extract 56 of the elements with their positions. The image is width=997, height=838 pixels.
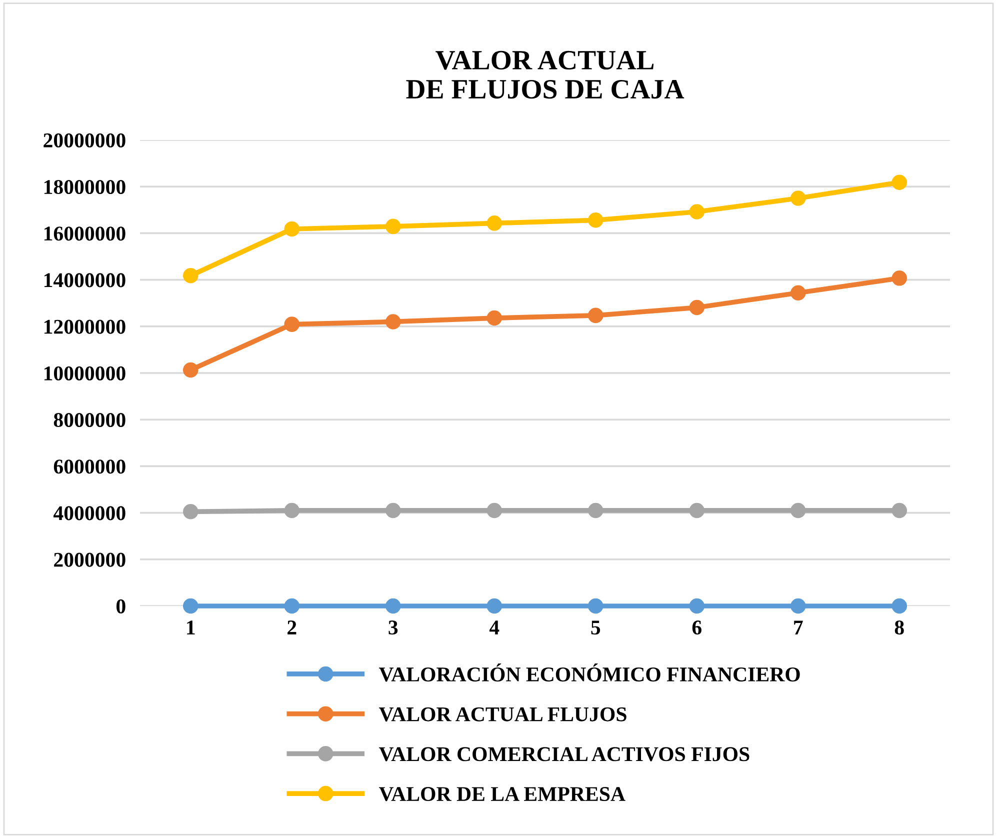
point	[689, 204, 705, 220]
y-tick-label: 12000000	[44, 320, 126, 334]
x-tick-label: 2	[288, 620, 296, 634]
point	[892, 174, 908, 190]
point	[486, 216, 502, 231]
point	[588, 212, 604, 228]
legend-label: VALOR ACTUAL FLUJOS	[378, 707, 626, 722]
point	[385, 502, 401, 518]
point	[182, 362, 198, 378]
y-tick-label: 2000000	[54, 552, 126, 567]
point	[689, 300, 705, 316]
point	[790, 598, 806, 614]
point	[182, 504, 198, 520]
point	[689, 598, 705, 614]
y-tick-label: 20000000	[44, 133, 126, 148]
point	[486, 598, 502, 614]
point	[284, 502, 300, 518]
point	[689, 502, 705, 518]
point	[892, 598, 908, 614]
legend-label: VALORACIÓN ECONÓMICO FINANCIERO	[378, 663, 800, 682]
point	[385, 218, 401, 234]
point	[182, 598, 198, 614]
y-tick-label: 0	[116, 599, 126, 614]
point	[385, 598, 401, 614]
x-tick-label: 7	[794, 620, 803, 634]
point	[588, 598, 604, 614]
y-tick-label: 18000000	[44, 180, 126, 194]
point	[284, 221, 300, 237]
point	[385, 314, 401, 330]
legend-label: VALOR COMERCIAL ACTIVOS FIJOS	[378, 747, 750, 762]
y-tick-label: 6000000	[54, 460, 126, 474]
x-tick-label: 1	[187, 620, 195, 634]
point	[588, 308, 604, 324]
chart-title: VALOR ACTUAL DE FLUJOS DE CAJA	[406, 50, 684, 99]
point	[892, 270, 908, 286]
y-tick-label: 8000000	[54, 412, 126, 428]
y-tick-label: 10000000	[44, 366, 126, 380]
x-tick-label: 6	[692, 620, 702, 635]
y-tick-label: 4000000	[53, 506, 126, 520]
point	[284, 598, 300, 614]
x-tick-label: 8	[894, 620, 904, 635]
x-tick-label: 4	[489, 620, 500, 634]
y-tick-label: 14000000	[44, 273, 126, 288]
point	[790, 190, 806, 206]
point	[182, 268, 198, 284]
y-tick-label: 16000000	[44, 226, 126, 241]
point	[790, 502, 806, 518]
x-tick-label: 3	[388, 620, 398, 635]
point	[892, 502, 908, 518]
point	[486, 502, 502, 518]
x-tick-label: 5	[591, 620, 600, 635]
point	[284, 316, 300, 332]
legend-label: VALOR DE LA EMPRESA	[378, 787, 626, 802]
point	[486, 310, 502, 326]
point	[790, 285, 806, 300]
point	[588, 502, 604, 518]
